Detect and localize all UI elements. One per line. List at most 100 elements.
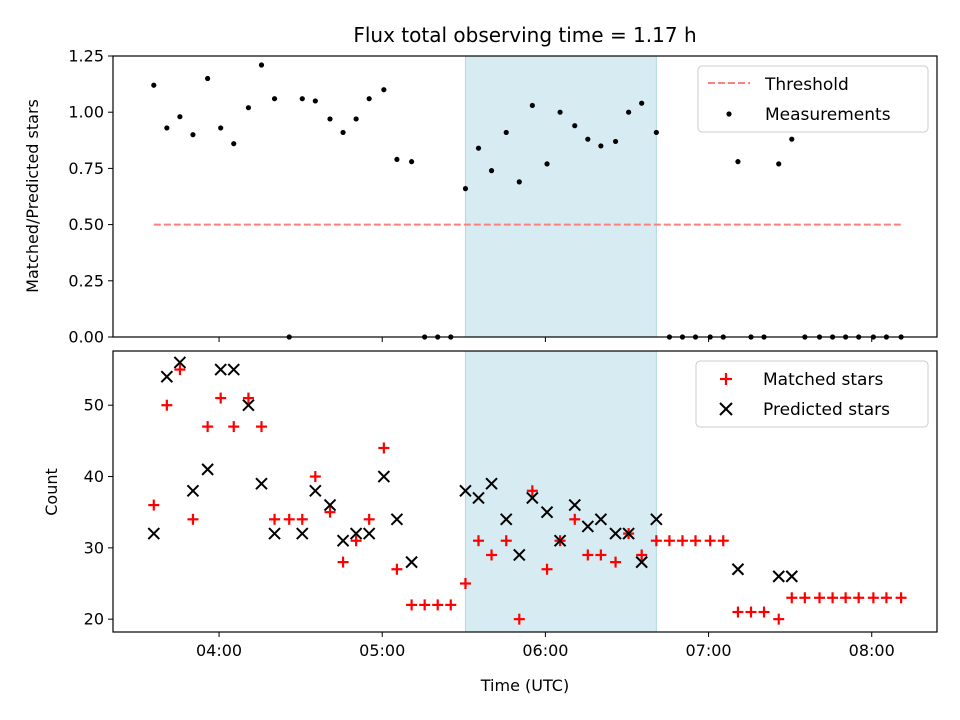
top-y-tick-label: 0.75 bbox=[68, 159, 104, 178]
bottom-y-tick-label: 40 bbox=[84, 467, 104, 486]
measurement-point bbox=[258, 62, 265, 68]
predicted-star-point bbox=[147, 527, 160, 540]
legend-measurements-marker bbox=[726, 111, 732, 117]
measurement-point bbox=[585, 136, 591, 142]
measurement-point bbox=[218, 125, 224, 131]
matched-star-point bbox=[610, 556, 622, 568]
measurement-point bbox=[366, 96, 372, 102]
legend-measurements-label: Measurements bbox=[765, 105, 891, 125]
matched-star-point bbox=[242, 392, 254, 404]
top-x-ticks bbox=[218, 337, 873, 342]
bottom-y-tick-label: 30 bbox=[84, 538, 104, 557]
measurement-point bbox=[544, 161, 550, 167]
matched-star-point bbox=[595, 549, 607, 561]
measurement-point bbox=[529, 102, 535, 109]
legend-predicted-marker bbox=[719, 402, 733, 416]
bottom-y-tick-label: 50 bbox=[84, 396, 104, 415]
predicted-star-point bbox=[160, 370, 174, 383]
predicted-star-point bbox=[731, 563, 745, 576]
predicted-star-point bbox=[296, 527, 309, 540]
predicted-star-point bbox=[405, 555, 418, 569]
predicted-star-point bbox=[472, 491, 485, 505]
matched-star-point bbox=[526, 485, 538, 497]
top-y-axis: 0.00 0.25 0.50 0.75 1.00 1.25 bbox=[68, 47, 113, 347]
measurement-point bbox=[205, 75, 211, 82]
matched-star-point bbox=[337, 556, 349, 568]
predicted-star-point bbox=[500, 513, 513, 526]
matched-star-point bbox=[732, 606, 744, 618]
predicted-star-point bbox=[785, 570, 798, 583]
measurement-point bbox=[598, 143, 604, 149]
x-tick-label: 06:00 bbox=[522, 641, 568, 660]
matched-star-point bbox=[513, 613, 525, 625]
predicted-star-point bbox=[526, 491, 539, 505]
top-y-axis-label: Matched/Predicted stars bbox=[23, 99, 42, 293]
bottom-shaded-interval bbox=[464, 350, 657, 633]
legend-matched-label: Matched stars bbox=[763, 370, 883, 390]
bottom-y-tick-label: 20 bbox=[84, 610, 104, 629]
legend-predicted-label: Predicted stars bbox=[763, 400, 890, 420]
matched-star-point bbox=[255, 421, 267, 433]
measurement-point bbox=[394, 156, 400, 163]
measurement-point bbox=[340, 129, 346, 136]
matched-star-point bbox=[202, 421, 214, 433]
x-axis-label: Time (UTC) bbox=[480, 676, 569, 695]
matched-star-point bbox=[486, 549, 498, 561]
top-y-tick-label: 1.25 bbox=[68, 47, 104, 66]
matched-star-point bbox=[663, 535, 675, 547]
matched-star-point bbox=[867, 592, 879, 604]
bottom-legend: Matched stars Predicted stars bbox=[695, 360, 929, 428]
measurement-point bbox=[312, 98, 318, 104]
matched-star-point bbox=[406, 599, 418, 611]
predicted-star-point bbox=[173, 356, 187, 369]
measurement-point bbox=[475, 145, 482, 151]
bottom-axes-frame bbox=[112, 350, 938, 633]
matched-star-point bbox=[324, 506, 336, 518]
measurement-point bbox=[299, 96, 305, 102]
matched-star-point bbox=[472, 535, 484, 547]
matched-star-point bbox=[283, 513, 295, 525]
measurement-point bbox=[353, 116, 359, 122]
predicted-star-point bbox=[772, 570, 785, 583]
matched-star-point bbox=[500, 535, 512, 547]
measurement-point bbox=[177, 114, 183, 120]
bottom-y-axis: 20 30 40 50 bbox=[84, 396, 113, 629]
measurement-point bbox=[245, 105, 252, 111]
predicted-star-point bbox=[594, 513, 608, 526]
predicted-star-point bbox=[622, 527, 635, 540]
measurement-point bbox=[231, 141, 237, 147]
matched-star-point bbox=[717, 535, 729, 547]
predicted-star-point bbox=[255, 477, 268, 490]
bottom-panel: 20 30 40 50 04:00 05:00 06:00 07:00 08:00 Count… bbox=[42, 350, 938, 695]
predicted-star-point bbox=[390, 513, 404, 526]
measurement-point bbox=[488, 168, 495, 174]
x-tick-label: 04:00 bbox=[196, 641, 242, 660]
top-shaded-interval bbox=[464, 55, 657, 338]
predicted-star-point bbox=[513, 548, 526, 562]
top-y-tick-label: 0.25 bbox=[68, 271, 104, 290]
matched-star-point bbox=[676, 535, 688, 547]
legend-matched-marker bbox=[720, 373, 732, 385]
predicted-star-point bbox=[242, 398, 255, 412]
matched-star-point bbox=[541, 563, 553, 575]
matched-star-point bbox=[391, 563, 403, 575]
x-tick-label: 08:00 bbox=[849, 641, 895, 660]
predicted-star-point bbox=[362, 527, 376, 540]
predicted-star-point bbox=[214, 363, 227, 376]
measurement-point bbox=[653, 129, 659, 136]
matched-star-point bbox=[704, 535, 716, 547]
measurement-point bbox=[462, 186, 469, 192]
bottom-y-axis-label: Count bbox=[42, 468, 61, 516]
predicted-star-point bbox=[553, 534, 567, 547]
predicted-star-point bbox=[581, 520, 595, 533]
measurement-point bbox=[503, 129, 509, 136]
matched-star-point bbox=[269, 513, 281, 525]
x-tick-label: 05:00 bbox=[359, 641, 405, 660]
matched-star-point bbox=[419, 599, 431, 611]
predicted-star-point bbox=[268, 527, 281, 540]
top-y-tick-label: 0.50 bbox=[68, 215, 104, 234]
matched-star-point bbox=[215, 392, 227, 404]
measurement-point bbox=[151, 82, 157, 88]
measurement-point bbox=[271, 96, 278, 102]
